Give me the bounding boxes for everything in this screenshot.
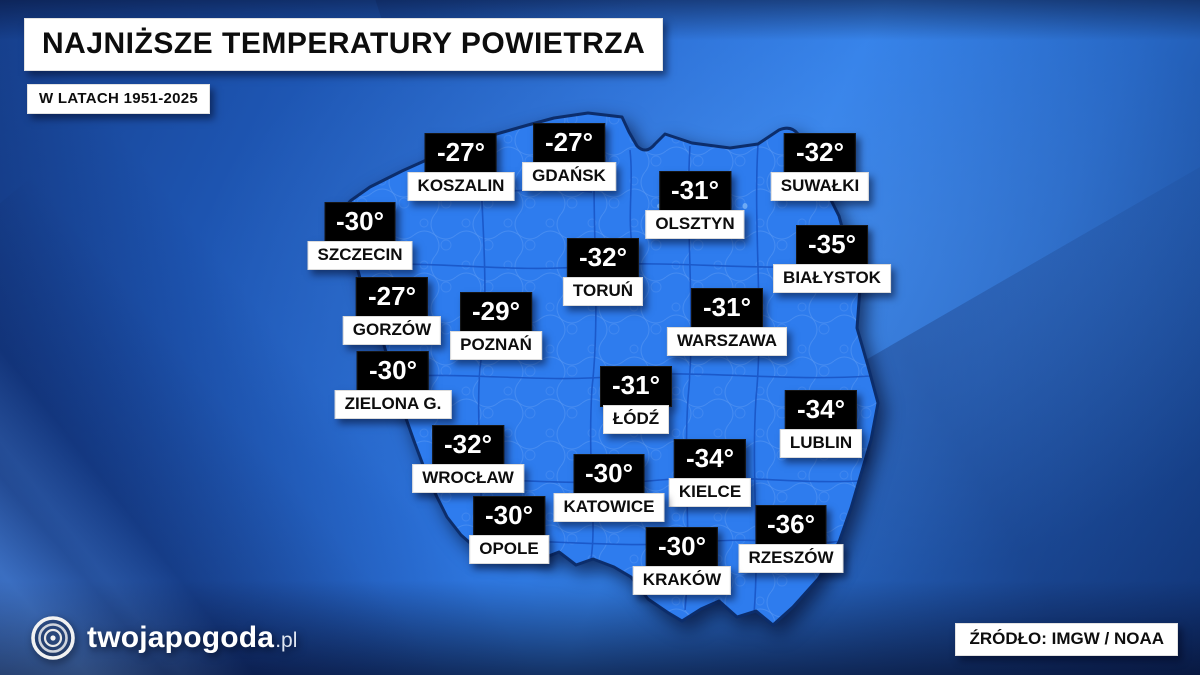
temperature-value: -32° <box>567 238 639 279</box>
city-label: ZIELONA G. <box>334 390 452 419</box>
temperature-value: -30° <box>357 351 429 392</box>
temperature-value: -36° <box>755 505 827 546</box>
logo-text: twojapogoda.pl <box>87 621 298 654</box>
temperature-value: -31° <box>691 288 763 329</box>
station-wroc-aw: -32° WROCŁAW <box>412 425 524 493</box>
subtitle-years: W LATACH 1951-2025 <box>27 84 211 114</box>
city-label: GORZÓW <box>342 316 442 345</box>
station-zielona-g: -30° ZIELONA G. <box>334 351 452 419</box>
station-koszalin: -27° KOSZALIN <box>407 133 515 201</box>
city-label: ŁÓDŹ <box>602 405 670 434</box>
city-label: OPOLE <box>469 535 549 564</box>
temperature-value: -32° <box>432 425 504 466</box>
city-label: KRAKÓW <box>632 566 732 595</box>
station-krak-w: -30° KRAKÓW <box>632 527 732 595</box>
temperature-value: -31° <box>600 366 672 407</box>
temperature-value: -30° <box>573 454 645 495</box>
temperature-value: -35° <box>796 225 868 266</box>
concentric-rings-icon <box>31 616 75 660</box>
city-label: LUBLIN <box>779 429 863 458</box>
city-label: BIAŁYSTOK <box>773 264 891 293</box>
station-suwa-ki: -32° SUWAŁKI <box>770 133 870 201</box>
source-badge: ŹRÓDŁO: IMGW / NOAA <box>955 623 1178 656</box>
city-label: KIELCE <box>668 478 752 507</box>
station-warszawa: -31° WARSZAWA <box>666 288 788 356</box>
temperature-value: -27° <box>425 133 497 174</box>
station-opole: -30° OPOLE <box>469 496 549 564</box>
station-kielce: -34° KIELCE <box>668 439 752 507</box>
station-rzesz-w: -36° RZESZÓW <box>738 505 844 573</box>
station-lublin: -34° LUBLIN <box>779 390 863 458</box>
temperature-value: -30° <box>324 202 396 243</box>
station-gorz-w: -27° GORZÓW <box>342 277 442 345</box>
station-szczecin: -30° SZCZECIN <box>307 202 413 270</box>
temperature-value: -30° <box>473 496 545 537</box>
twojapogoda-logo: twojapogoda.pl <box>30 615 297 661</box>
station-bia-ystok: -35° BIAŁYSTOK <box>773 225 891 293</box>
city-label: SUWAŁKI <box>770 172 870 201</box>
station-gda-sk: -27° GDAŃSK <box>522 123 616 191</box>
temperature-value: -32° <box>784 133 856 174</box>
city-label: SZCZECIN <box>307 241 413 270</box>
temperature-value: -34° <box>785 390 857 431</box>
city-label: RZESZÓW <box>738 544 844 573</box>
temperature-value: -34° <box>674 439 746 480</box>
city-label: KOSZALIN <box>407 172 515 201</box>
city-label: WROCŁAW <box>412 464 524 493</box>
temperature-value: -31° <box>659 171 731 212</box>
station-pozna: -29° POZNAŃ <box>450 292 542 360</box>
temperature-value: -27° <box>356 277 428 318</box>
station--d: -31° ŁÓDŹ <box>600 366 672 434</box>
station-katowice: -30° KATOWICE <box>553 454 665 522</box>
city-label: GDAŃSK <box>522 162 616 191</box>
temperature-value: -29° <box>460 292 532 333</box>
station-olsztyn: -31° OLSZTYN <box>645 171 745 239</box>
city-label: WARSZAWA <box>666 327 788 356</box>
city-label: POZNAŃ <box>450 331 542 360</box>
temperature-value: -27° <box>533 123 605 164</box>
city-label: OLSZTYN <box>645 210 745 239</box>
temperature-value: -30° <box>646 527 718 568</box>
city-label: TORUŃ <box>562 277 644 306</box>
station-toru: -32° TORUŃ <box>562 238 644 306</box>
page-title: NAJNIŻSZE TEMPERATURY POWIETRZA <box>24 18 664 71</box>
city-label: KATOWICE <box>553 493 665 522</box>
